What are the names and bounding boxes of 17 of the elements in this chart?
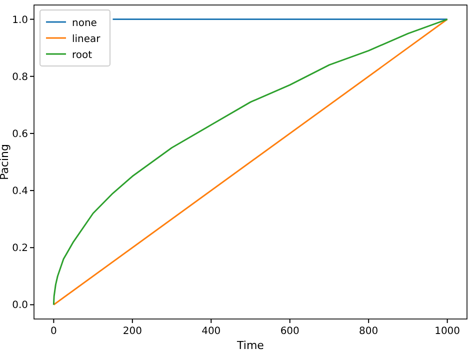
y-tick-label: 0.6 [12,128,28,140]
y-tick-label: 0.0 [12,300,28,312]
x-tick-label: 600 [280,326,300,337]
y-tick-label: 0.4 [12,186,28,198]
legend-label: linear [72,34,102,45]
y-tick-label: 1.0 [12,14,28,26]
y-tick-label: 0.2 [12,243,28,254]
x-axis-title: Time [236,339,264,352]
legend-label: none [72,18,97,29]
x-tick-label: 200 [122,326,142,337]
x-tick-label: 0 [50,326,57,337]
y-axis-title: Pacing [0,144,11,180]
x-tick-label: 800 [359,326,378,337]
legend-label: root [72,50,92,61]
x-tick-label: 400 [202,326,221,337]
x-tick-label: 1000 [434,326,460,337]
y-tick-label: 0.8 [12,72,28,83]
